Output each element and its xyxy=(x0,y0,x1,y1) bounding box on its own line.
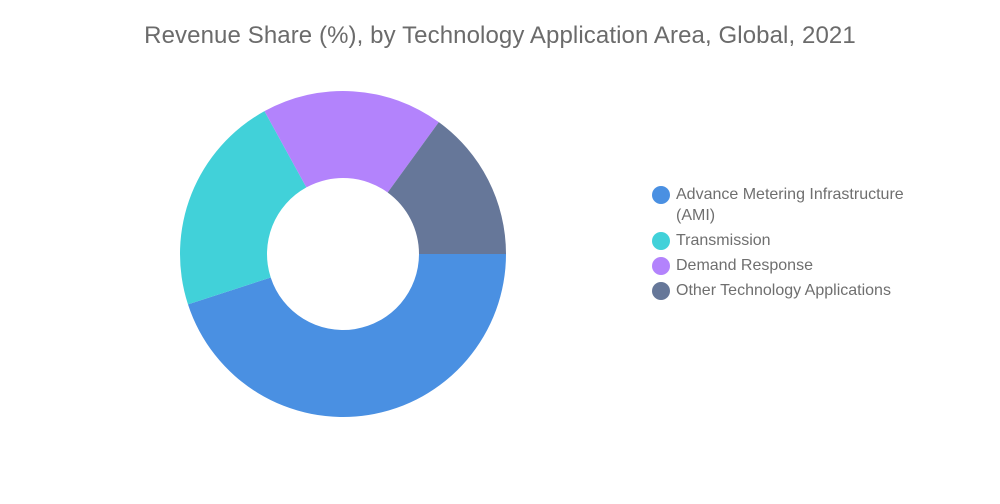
donut-slice-transmission[interactable] xyxy=(179,111,307,305)
legend-label-demand-response: Demand Response xyxy=(676,257,813,274)
legend-item-ami[interactable]: Advance Metering Infrastructure (AMI) xyxy=(652,184,952,226)
legend-swatch-demand-response xyxy=(652,257,670,275)
legend-item-transmission[interactable]: Transmission xyxy=(652,230,952,251)
donut-slice-demand-response[interactable] xyxy=(264,90,439,193)
chart-title: Revenue Share (%), by Technology Applica… xyxy=(144,22,856,49)
donut-slice-ami[interactable] xyxy=(187,254,506,417)
legend-swatch-ami xyxy=(652,186,670,204)
legend-label-ami: Advance Metering Infrastructure (AMI) xyxy=(676,186,904,224)
chart-legend: Advance Metering Infrastructure (AMI) Tr… xyxy=(652,184,952,305)
legend-item-other[interactable]: Other Technology Applications xyxy=(652,280,952,301)
legend-label-transmission: Transmission xyxy=(676,232,771,249)
legend-swatch-transmission xyxy=(652,232,670,250)
legend-label-other: Other Technology Applications xyxy=(676,282,891,299)
legend-swatch-other xyxy=(652,282,670,300)
legend-item-demand-response[interactable]: Demand Response xyxy=(652,255,952,276)
donut-slice-other[interactable] xyxy=(387,122,506,255)
